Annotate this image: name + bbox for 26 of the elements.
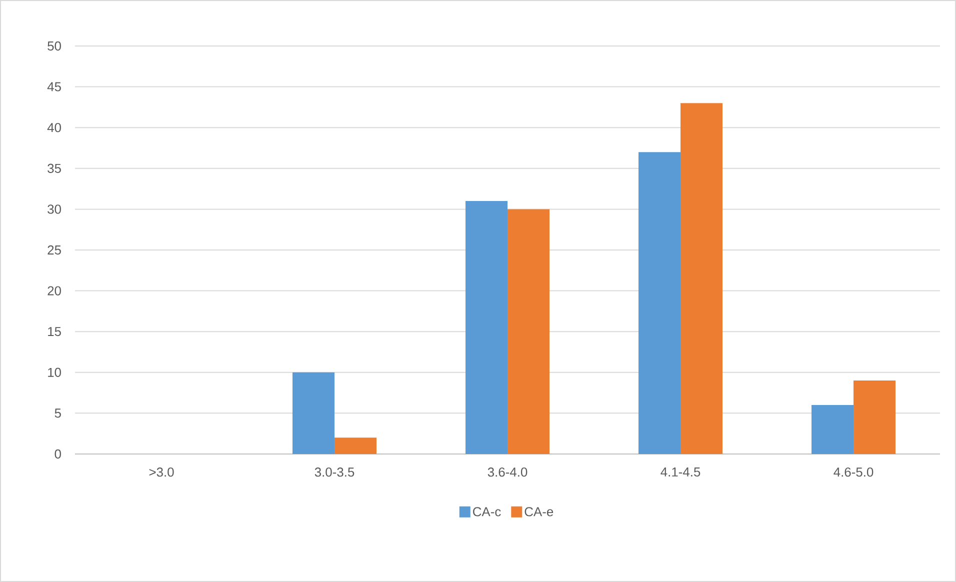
y-tick-label: 50 [48,41,61,51]
y-tick-label: 10 [48,368,61,377]
bar [680,103,723,454]
x-tick-label: 4.1-4.5 [660,468,700,477]
x-tick-label: 4.6-5.0 [834,468,874,477]
x-tick-label: 3.6-4.0 [488,468,528,477]
y-tick-label: 30 [48,204,61,214]
y-tick-label: 0 [54,449,61,459]
bar [334,438,377,454]
y-tick-label: 25 [48,245,61,255]
y-tick-label: 45 [47,82,61,92]
legend-label: CA-c [473,507,501,516]
bar [292,372,335,454]
bar [508,209,550,454]
y-tick-label: 35 [48,164,61,173]
bar [466,201,508,454]
y-tick-label: 40 [47,123,61,132]
y-tick-label: 5 [54,408,61,418]
bar [638,152,681,454]
bar [812,405,854,454]
y-tick-label: 20 [48,286,61,296]
legend-label: CA-e [524,507,554,516]
x-tick-label: >3.0 [149,468,174,477]
y-tick-label: 15 [48,327,61,336]
x-tick-label: 3.0-3.5 [314,468,354,477]
bar [854,380,896,454]
